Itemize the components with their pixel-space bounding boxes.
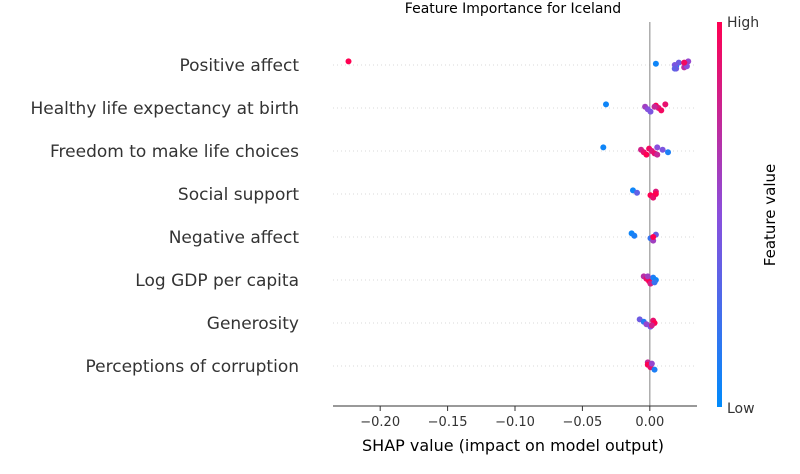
feature-label: Healthy life expectancy at birth <box>31 99 300 119</box>
shap-point <box>650 234 657 240</box>
chart-title: Feature Importance for Iceland <box>405 1 621 17</box>
shap-point <box>600 144 607 151</box>
shap-point <box>665 149 672 156</box>
x-tick-label: −0.05 <box>562 415 602 430</box>
shap-point <box>652 60 659 67</box>
shap-point <box>662 101 669 108</box>
shap-point <box>658 107 665 114</box>
feature-rows: Positive affect Healthy life expectancy a… <box>31 56 697 377</box>
x-tick-label: −0.15 <box>428 415 468 430</box>
shap-point <box>654 151 661 158</box>
feature-label: Freedom to make life choices <box>50 142 299 162</box>
shap-point <box>659 146 666 153</box>
shap-point <box>634 189 641 196</box>
feature-label: Positive affect <box>179 56 299 76</box>
shap-point <box>681 59 688 66</box>
data-points <box>345 58 692 373</box>
colorbar-low-label: Low <box>727 401 755 417</box>
feature-label: Perceptions of corruption <box>86 357 300 377</box>
x-tick-label: −0.10 <box>495 415 535 430</box>
x-tick-label: −0.20 <box>360 415 400 430</box>
shap-point <box>648 322 655 329</box>
shap-point <box>643 151 650 158</box>
feature-label: Generosity <box>207 314 299 334</box>
colorbar-title: Feature value <box>761 164 779 266</box>
x-ticks: −0.20 −0.15 −0.10 −0.05 0.00 <box>360 406 664 430</box>
shap-point <box>671 65 678 72</box>
shap-point <box>603 101 609 108</box>
x-axis-label: SHAP value (impact on model output) <box>362 436 664 455</box>
colorbar-high-label: High <box>727 15 759 31</box>
shap-point <box>644 273 651 280</box>
shap-point <box>651 366 658 373</box>
x-tick-label: 0.00 <box>635 415 664 430</box>
feature-label: Log GDP per capita <box>135 271 299 291</box>
shap-point <box>652 191 659 197</box>
shap-point <box>648 360 655 367</box>
shap-point <box>631 232 638 239</box>
shap-point <box>654 144 661 151</box>
shap-point <box>651 279 658 286</box>
shap-point <box>651 103 658 110</box>
colorbar <box>717 22 722 407</box>
shap-point <box>647 108 654 115</box>
shap-point <box>345 58 352 65</box>
feature-label: Negative affect <box>169 228 300 248</box>
feature-label: Social support <box>178 185 299 205</box>
